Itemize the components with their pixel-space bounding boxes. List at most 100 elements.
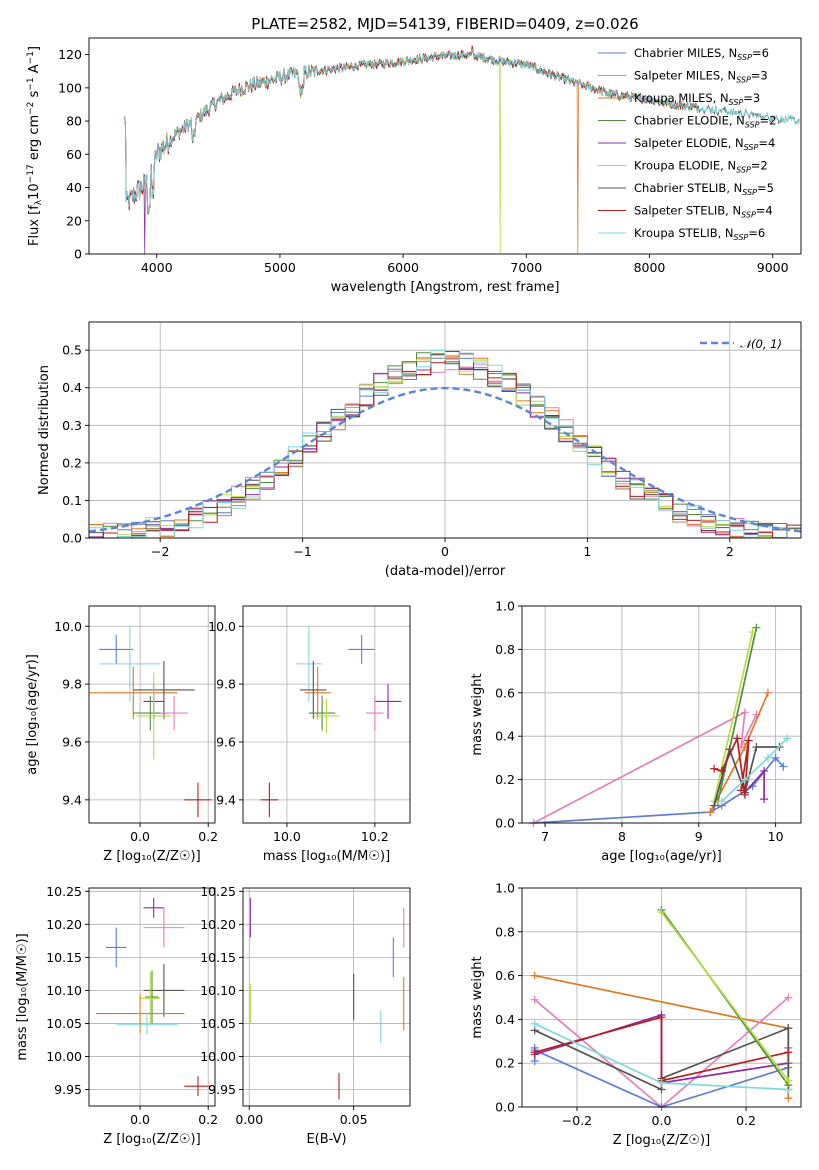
legend-text-part: =6: [752, 46, 769, 60]
y-tick-label: 10.0: [54, 619, 82, 634]
x-tick-label: −2: [151, 544, 169, 559]
y-tick-label: 10.15: [200, 950, 236, 965]
legend-text-part: =5: [757, 181, 774, 195]
y-tick-label: 0.4: [62, 380, 82, 395]
weight-line-kroupa_elodie: [713, 631, 754, 802]
y-tick-label: 10.20: [200, 917, 236, 932]
y-tick-label: 100: [58, 80, 82, 95]
y-axis-label-part: s: [27, 90, 42, 101]
y-tick-label: 0.4: [495, 1012, 515, 1027]
x-tick-label: 7000: [510, 260, 542, 275]
weight-marker-kroupa_stelib: [657, 1078, 666, 1087]
x-tick-label: 0.2: [198, 1112, 218, 1127]
y-tick-label: 10.10: [200, 983, 236, 998]
x-tick-label: 10.0: [273, 829, 301, 844]
legend-text-part: =4: [758, 136, 775, 150]
y-axis-label-part: Flux [f: [27, 205, 42, 246]
legend-label-kroupa_elodie: Kroupa ELODIE, NSSP=2: [634, 159, 768, 175]
spectrum-lines: [124, 45, 800, 254]
legend-text-part: =3: [751, 69, 768, 83]
residual-histogram-panel: −2 −1 0 1 2 0.0 0.1 0.2 0.3 0.4 0.5 (data-model)/er…: [37, 321, 802, 579]
x-axis-label: wavelength [Angstrom, rest frame]: [331, 280, 560, 295]
x-tick-label: 10.2: [361, 829, 389, 844]
weight-vs-age-panel: 7 8 9 10 0.0 0.2 0.4 0.6 0.8 1.0 age [log₁₀(age/yr…: [470, 599, 802, 864]
y-tick-label: 0.4: [495, 729, 515, 744]
y-tick-label: 0.6: [495, 968, 515, 983]
weight-marker-kroupa_elodie: [784, 1076, 793, 1085]
y-axis-label: mass weight: [470, 673, 485, 755]
y-tick-label: 9.8: [216, 677, 236, 692]
legend-text-part: SSP: [736, 76, 751, 85]
weight-marker-salpeter_elodie: [760, 766, 769, 775]
x-tick-label: 0.2: [198, 829, 218, 844]
y-axis-label: mass [log₁₀(M/M☉)]: [15, 933, 30, 1060]
weight-line-salpeter_stelib: [534, 1016, 789, 1082]
y-tick-label: 40: [66, 180, 82, 195]
x-tick-label: 1: [583, 544, 591, 559]
weight-line-kroupa_stelib: [721, 737, 788, 802]
x-tick-label: 0.2: [736, 1113, 756, 1128]
legend-text-part: Kroupa MILES, N: [634, 91, 729, 105]
legend-text-part: Chabrier MILES, N: [634, 46, 737, 60]
x-axis-label: Z [log₁₀(Z/Z☉)]: [103, 849, 200, 864]
plot-frame: [88, 321, 802, 539]
weight-marker-salpeter_stelib: [717, 766, 726, 775]
weight-marker-chabrier_miles: [771, 753, 780, 762]
y-axis-label-part: −1: [26, 77, 36, 90]
y-tick-label: 10.05: [200, 1016, 236, 1031]
x-tick-label: 0.0: [130, 829, 150, 844]
y-tick-label: 10.00: [46, 1049, 82, 1064]
x-axis-label: age [log₁₀(age/yr)]: [601, 849, 722, 864]
y-tick-label: 10.15: [46, 950, 82, 965]
legend-text-part: Kroupa ELODIE, N: [634, 159, 736, 173]
x-tick-label: 9000: [757, 260, 789, 275]
legend-label-salpeter_elodie: Salpeter ELODIE, NSSP=4: [634, 136, 775, 152]
weight-marker-salpeter_miles: [530, 995, 539, 1004]
y-axis-label-part: ]: [27, 46, 42, 51]
legend-text-part: =2: [760, 114, 777, 128]
legend-label-normal: 𝒩(0, 1): [740, 337, 782, 351]
x-tick-label: 7: [541, 829, 549, 844]
x-axis-label: (data-model)/error: [385, 564, 506, 579]
y-tick-label: 0.1: [62, 493, 82, 508]
y-tick-label: 9.95: [208, 1082, 236, 1097]
weight-marker-salpeter_miles: [740, 708, 749, 717]
y-tick-label: 10.25: [200, 884, 236, 899]
y-tick-label: 9.4: [216, 792, 236, 807]
x-tick-label: 5000: [264, 260, 296, 275]
histogram-kroupa_stelib: [89, 349, 801, 538]
weight-marker-salpeter_stelib: [784, 1048, 793, 1057]
x-axis-label: Z [log₁₀(Z/Z☉)]: [613, 1133, 710, 1148]
legend-text-part: =6: [748, 226, 765, 240]
weight-marker-kroupa_stelib: [530, 1019, 539, 1028]
y-axis-label-part: −1: [26, 51, 36, 64]
y-axis-label-part: −2: [26, 102, 36, 115]
plot-frame: [88, 887, 216, 1107]
x-tick-label: 0.0: [130, 1112, 150, 1127]
legend-text-part: =2: [751, 159, 768, 173]
y-axis-label: Flux [fλ10−17 erg cm−2 s−1 A−1]: [26, 46, 44, 246]
spectrum-panel: 4000 5000 6000 7000 8000 9000 0 20 40 60 80 100 120 w…: [26, 37, 802, 295]
y-tick-label: 0.0: [62, 531, 82, 546]
y-axis-label-part: erg cm: [27, 115, 42, 164]
x-tick-label: 10: [768, 829, 784, 844]
weight-marker-kroupa_elodie: [748, 628, 757, 637]
weight-marker-salpeter_stelib: [657, 1013, 666, 1022]
legend-text-part: SSP: [742, 188, 757, 197]
y-tick-label: 0.0: [495, 816, 515, 831]
legend-text-part: SSP: [737, 53, 752, 62]
weight-marker-chabrier_elodie: [752, 623, 761, 632]
y-tick-label: 9.8: [62, 677, 82, 692]
weight-line-kroupa_elodie: [660, 911, 789, 1082]
x-tick-label: 6000: [387, 260, 419, 275]
y-tick-label: 60: [66, 147, 82, 162]
weight-marker-kroupa_miles: [784, 1094, 793, 1103]
y-tick-label: 0.8: [495, 642, 515, 657]
weight-marker-salpeter_stelib: [737, 786, 746, 795]
weight-marker-salpeter_stelib: [744, 736, 753, 745]
legend-text-part: SSP: [741, 211, 756, 220]
y-tick-label: 10.10: [46, 983, 82, 998]
plot-frame: [88, 37, 802, 255]
y-tick-label: 1.0: [495, 881, 515, 896]
